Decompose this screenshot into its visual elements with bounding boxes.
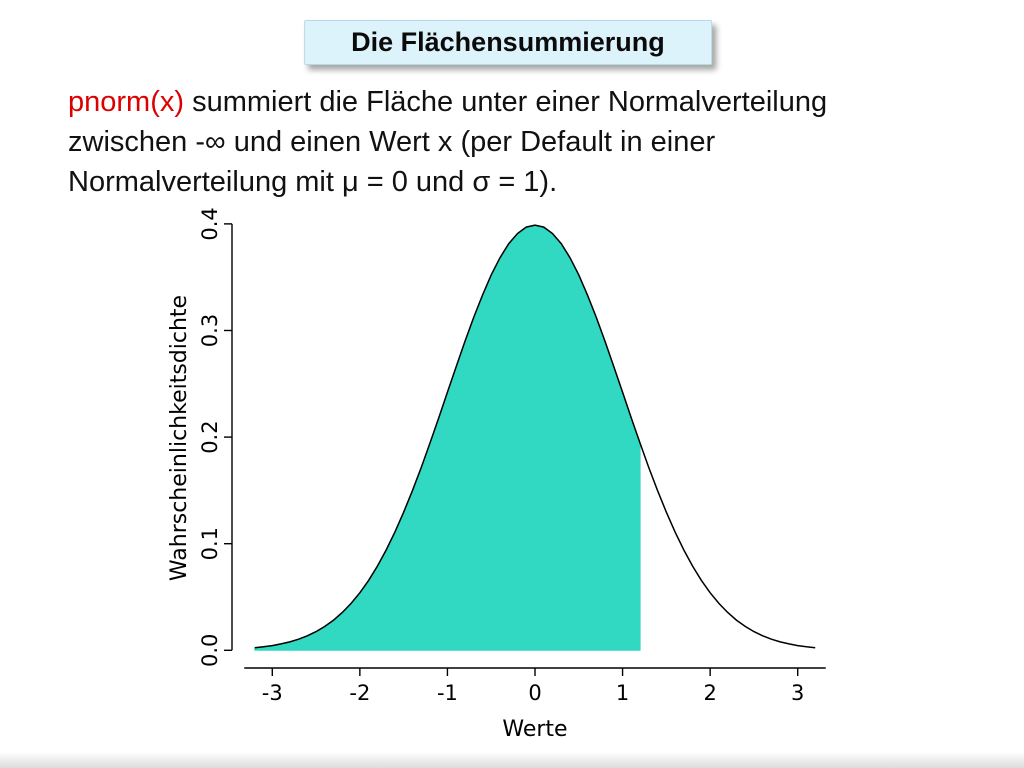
x-tick-label: 1 xyxy=(616,681,629,705)
y-tick-label: 0.1 xyxy=(198,527,222,560)
body-line-2: zwischen -∞ und einen Wert x (per Defaul… xyxy=(68,126,716,158)
y-axis-title: Wahrscheinlichkeitsdichte xyxy=(167,295,192,581)
x-tick-label: -3 xyxy=(262,681,283,705)
y-tick-label: 0.2 xyxy=(198,420,222,453)
body-text: pnorm(x) summiert die Fläche unter einer… xyxy=(68,82,978,202)
x-tick-label: 2 xyxy=(703,681,716,705)
slide-title: Die Flächensummierung xyxy=(351,27,665,57)
pnorm-highlight: pnorm(x) xyxy=(68,86,185,118)
x-axis-title: Werte xyxy=(502,717,567,742)
y-tick-label: 0.4 xyxy=(198,207,222,240)
density-curve xyxy=(254,224,816,649)
slide-title-box: Die Flächensummierung xyxy=(304,20,712,65)
x-tick-label: -1 xyxy=(437,681,458,705)
bottom-gradient xyxy=(0,752,1024,768)
normal-distribution-chart: -3 -2 -1 0 1 2 3 0.0 0.1 0.2 0.3 0.4 Werte Wahrschein… xyxy=(142,192,852,744)
y-tick-label: 0.0 xyxy=(198,634,222,667)
x-tick-label: 3 xyxy=(791,681,804,705)
y-tick-label: 0.3 xyxy=(198,314,222,347)
body-line-1: pnorm(x) summiert die Fläche unter einer… xyxy=(68,82,978,122)
x-tick-label: 0 xyxy=(528,681,541,705)
body-line-1-rest: summiert die Fläche unter einer Normalve… xyxy=(184,86,828,118)
chart-svg: -3 -2 -1 0 1 2 3 0.0 0.1 0.2 0.3 0.4 Werte Wahrschein… xyxy=(167,207,826,742)
x-tick-label: -2 xyxy=(349,681,370,705)
body-line-3: Normalverteilung mit μ = 0 und σ = 1). xyxy=(68,166,558,198)
shaded-area xyxy=(254,224,641,651)
